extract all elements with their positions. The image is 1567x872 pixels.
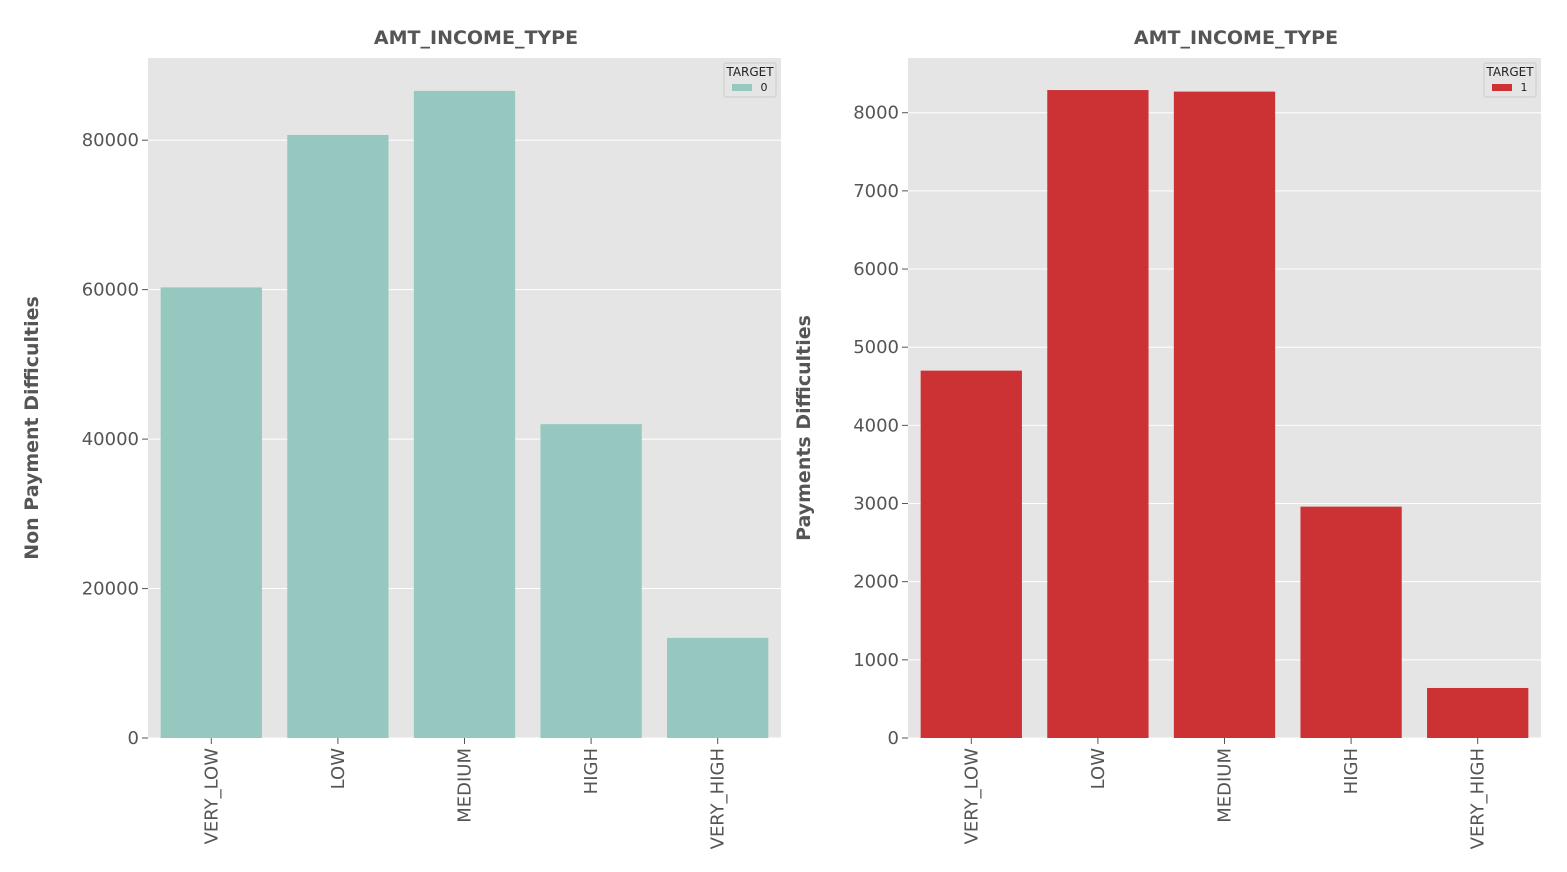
bar-very-high: [1427, 687, 1529, 738]
x-tick-label: HIGH: [581, 748, 602, 794]
bar-low: [287, 134, 389, 738]
chart-panel-1: 0 20000 40000 60000 80000 VERY_LOW LOW MEDIUM HI…: [21, 27, 781, 849]
legend-title: TARGET: [725, 65, 774, 79]
legend: TARGET 1: [1483, 62, 1537, 98]
chart-title: AMT_INCOME_TYPE: [374, 27, 578, 49]
bar-very-low: [920, 370, 1022, 738]
legend-swatch: [732, 84, 752, 91]
legend-title: TARGET: [1485, 65, 1534, 79]
y-axis-label: Payments Difficulties: [793, 315, 815, 541]
bar-medium: [413, 90, 516, 738]
y-tick-label: 20000: [82, 579, 139, 600]
legend: TARGET 0: [723, 62, 777, 98]
x-tick-label: VERY_HIGH: [708, 748, 729, 849]
x-tick-label: LOW: [328, 748, 349, 790]
bar-high: [1300, 506, 1402, 738]
chart-panel-2: 0 1000 2000 3000 4000 5000 6000 7000 8000 VERY_LO…: [793, 27, 1541, 849]
y-tick-label: 6000: [853, 259, 899, 280]
bar-very-low: [160, 287, 262, 738]
x-tick-label: LOW: [1088, 748, 1109, 790]
y-tick-label: 60000: [82, 280, 139, 301]
x-tick-label: VERY_LOW: [961, 748, 982, 845]
bar-very-high: [667, 637, 769, 738]
y-tick-label: 5000: [853, 337, 899, 358]
y-tick-label: 8000: [853, 103, 899, 124]
x-tick-label: VERY_LOW: [201, 748, 222, 845]
bar-medium: [1173, 91, 1276, 738]
y-axis-label: Non Payment Difficulties: [21, 296, 43, 560]
x-tick-label: HIGH: [1341, 748, 1362, 794]
x-tick-label: VERY_HIGH: [1468, 748, 1489, 849]
y-tick-label: 1000: [853, 650, 899, 671]
x-tick-label: MEDIUM: [455, 748, 476, 823]
y-tick-label: 2000: [853, 572, 899, 593]
y-tick-label: 80000: [82, 130, 139, 151]
chart-title: AMT_INCOME_TYPE: [1134, 27, 1338, 49]
y-tick-label: 0: [888, 728, 899, 749]
y-tick-label: 4000: [853, 415, 899, 436]
y-tick-label: 40000: [82, 429, 139, 450]
legend-entry: 1: [1521, 81, 1528, 94]
x-tick-label: MEDIUM: [1215, 748, 1236, 823]
y-tick-label: 3000: [853, 494, 899, 515]
bar-high: [540, 424, 642, 738]
legend-entry: 0: [761, 81, 768, 94]
bar-low: [1047, 90, 1149, 739]
y-tick-label: 7000: [853, 181, 899, 202]
y-tick-label: 0: [128, 728, 139, 749]
legend-swatch: [1492, 84, 1512, 91]
